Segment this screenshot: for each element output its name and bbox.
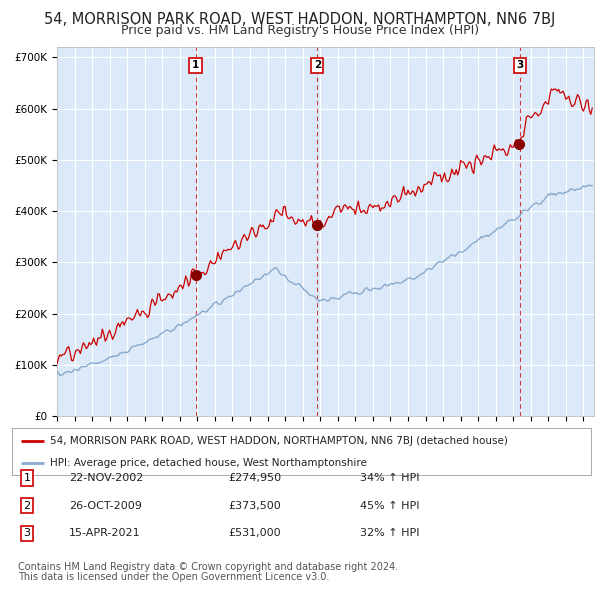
Text: 3: 3 [516, 60, 523, 70]
Text: 34% ↑ HPI: 34% ↑ HPI [360, 473, 419, 483]
Text: £531,000: £531,000 [228, 529, 281, 538]
Text: 1: 1 [192, 60, 199, 70]
Text: Price paid vs. HM Land Registry's House Price Index (HPI): Price paid vs. HM Land Registry's House … [121, 24, 479, 37]
Text: HPI: Average price, detached house, West Northamptonshire: HPI: Average price, detached house, West… [50, 458, 367, 468]
Text: 22-NOV-2002: 22-NOV-2002 [69, 473, 143, 483]
Text: 54, MORRISON PARK ROAD, WEST HADDON, NORTHAMPTON, NN6 7BJ: 54, MORRISON PARK ROAD, WEST HADDON, NOR… [44, 12, 556, 27]
Text: £274,950: £274,950 [228, 473, 281, 483]
Text: 26-OCT-2009: 26-OCT-2009 [69, 501, 142, 510]
Text: 45% ↑ HPI: 45% ↑ HPI [360, 501, 419, 510]
Text: This data is licensed under the Open Government Licence v3.0.: This data is licensed under the Open Gov… [18, 572, 329, 582]
Text: 15-APR-2021: 15-APR-2021 [69, 529, 140, 538]
Text: 2: 2 [23, 501, 31, 510]
Text: 32% ↑ HPI: 32% ↑ HPI [360, 529, 419, 538]
Text: 54, MORRISON PARK ROAD, WEST HADDON, NORTHAMPTON, NN6 7BJ (detached house): 54, MORRISON PARK ROAD, WEST HADDON, NOR… [50, 436, 508, 446]
Text: 3: 3 [23, 529, 31, 538]
Text: £373,500: £373,500 [228, 501, 281, 510]
Text: 2: 2 [314, 60, 321, 70]
Text: Contains HM Land Registry data © Crown copyright and database right 2024.: Contains HM Land Registry data © Crown c… [18, 562, 398, 572]
Text: 1: 1 [23, 473, 31, 483]
